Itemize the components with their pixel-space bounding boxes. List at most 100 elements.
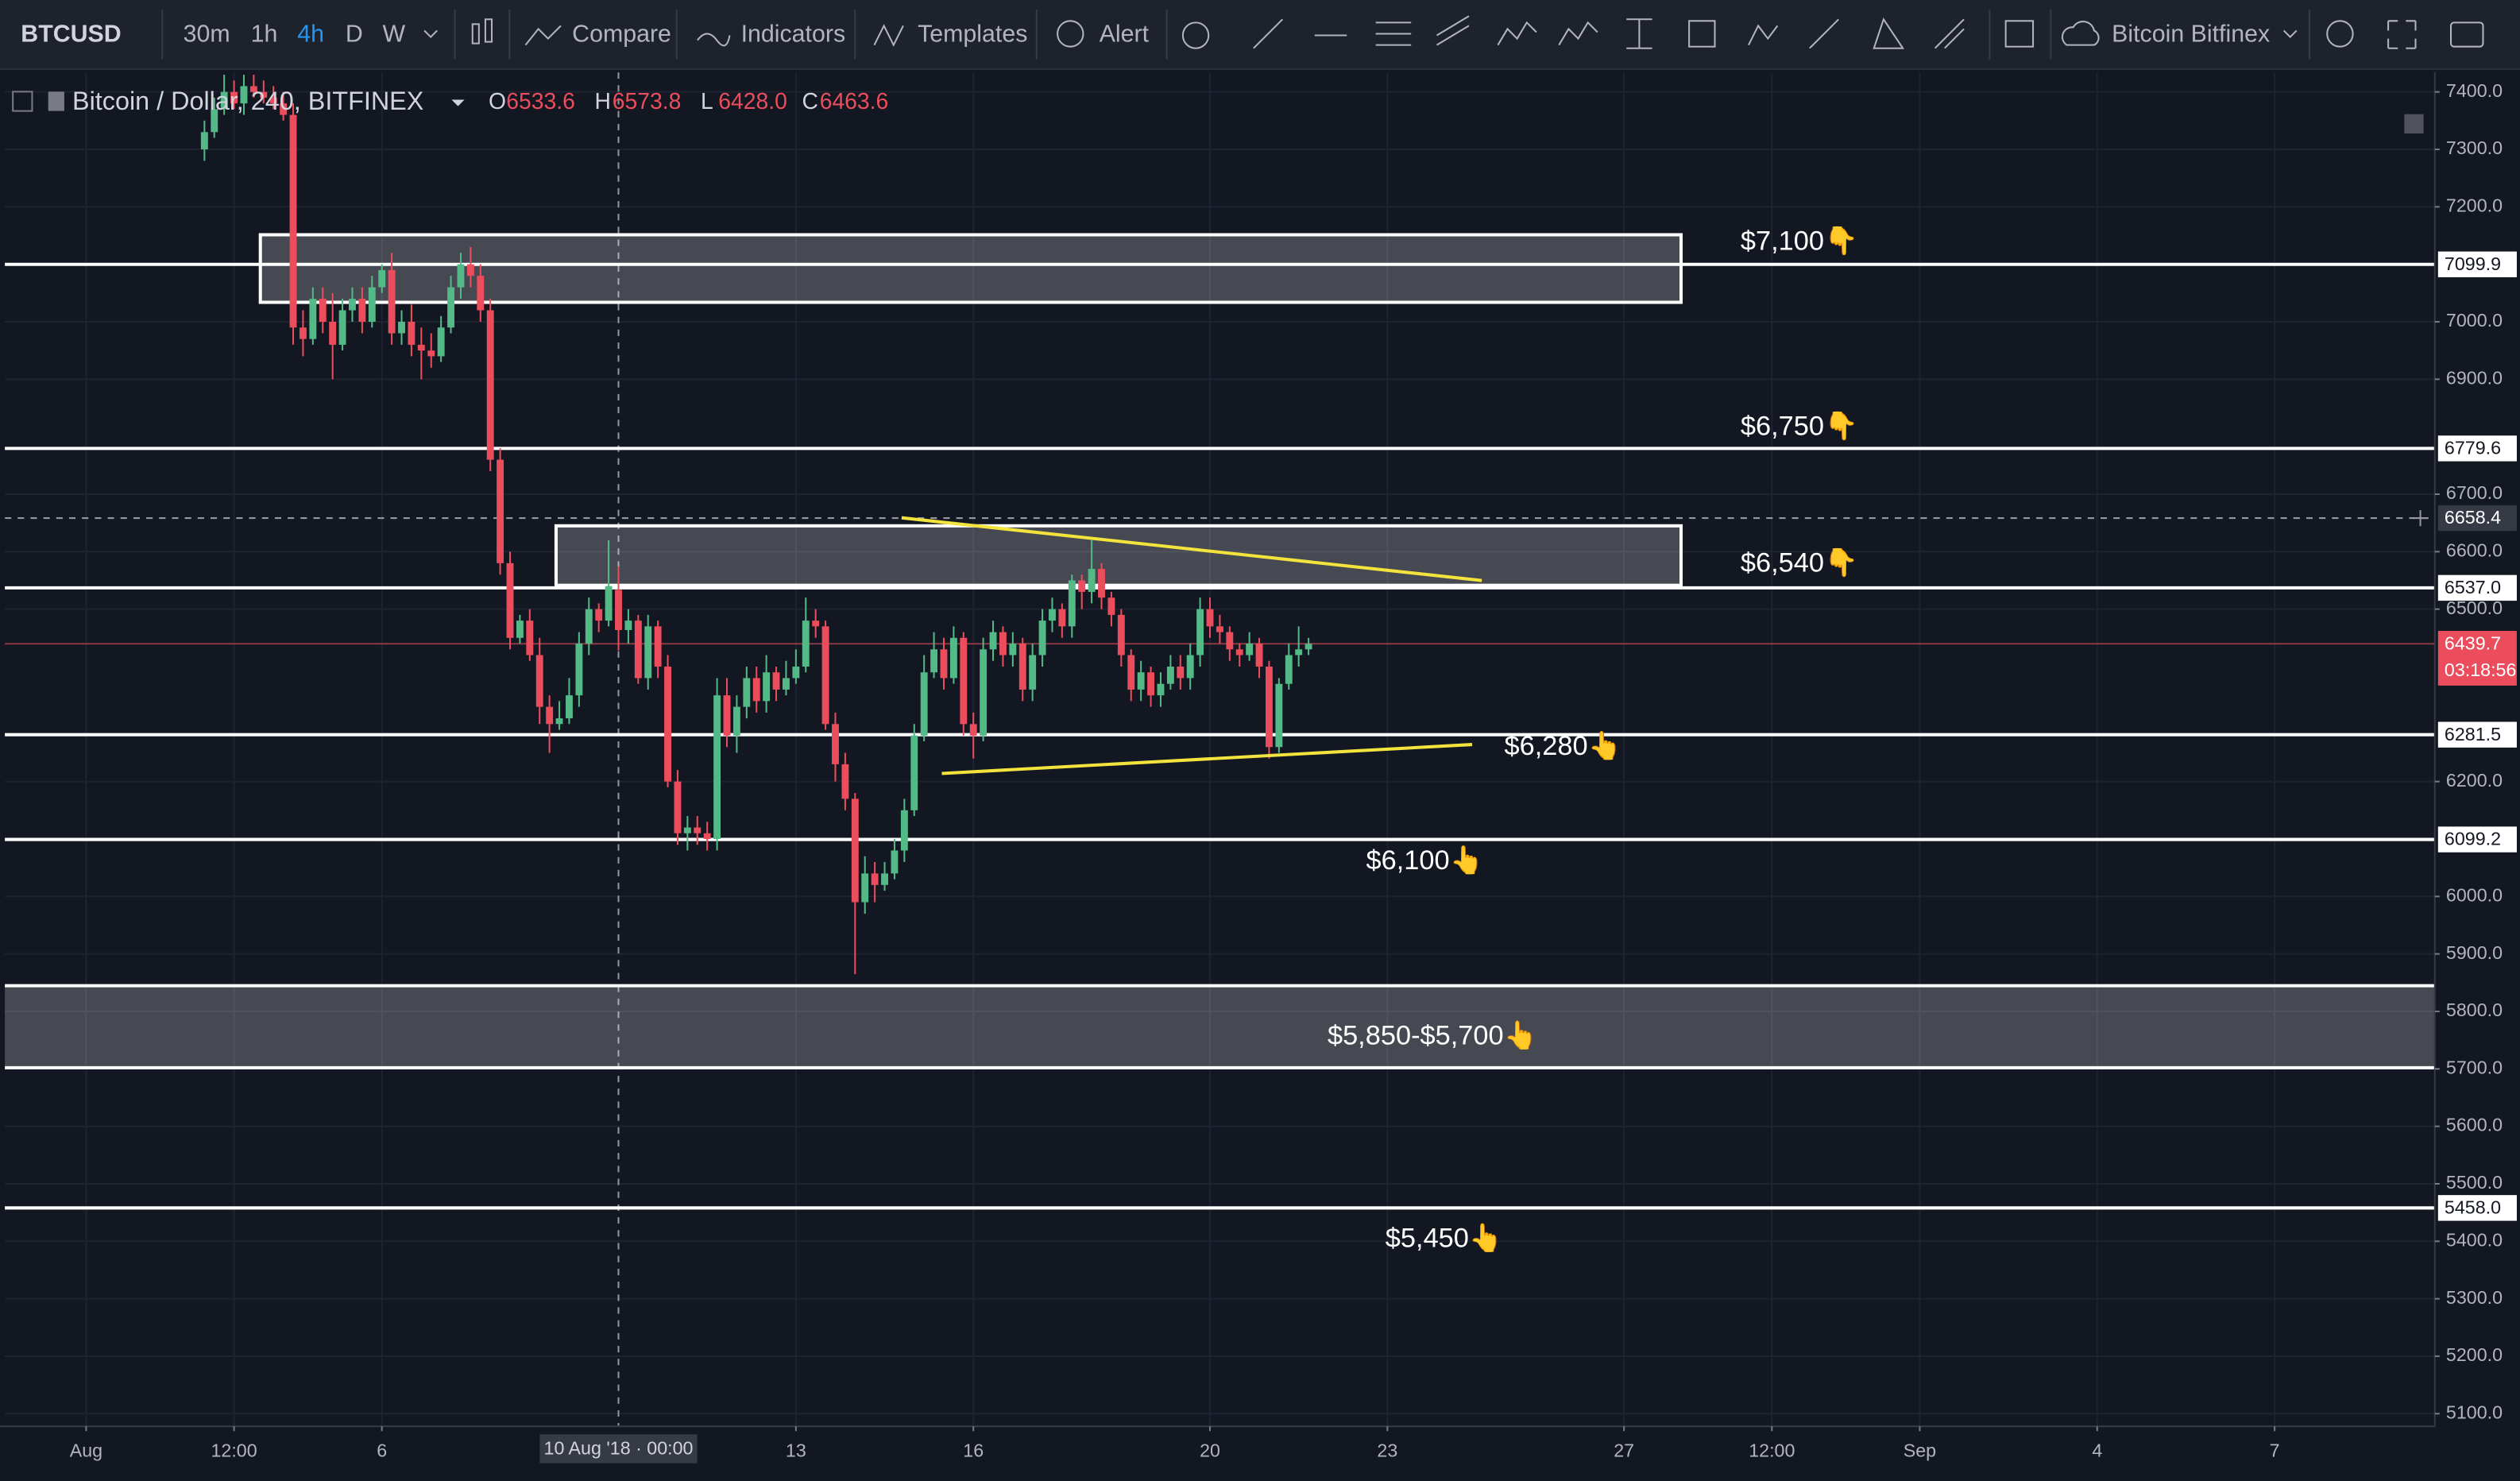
- x-tick-label: 23: [1377, 1440, 1397, 1461]
- scroll-icon[interactable]: [2404, 114, 2424, 133]
- y-tick-label: 7300.0: [2446, 137, 2503, 158]
- annotation: $6,750👇: [1741, 410, 1858, 442]
- candle-body: [772, 672, 780, 690]
- candle-body: [1196, 609, 1204, 655]
- candle-body: [575, 644, 583, 696]
- overlay: 7400.07300.07200.07000.06900.06700.06600…: [0, 72, 2520, 1481]
- y-tick-label: 5500.0: [2446, 1172, 2503, 1193]
- candle-body: [1206, 609, 1214, 627]
- candle-body: [427, 350, 435, 357]
- dropdown-icon[interactable]: [423, 29, 438, 38]
- symbol-button[interactable]: BTCUSD: [21, 21, 121, 48]
- candle-body: [309, 299, 317, 339]
- x-tick-label: 7: [2270, 1440, 2280, 1461]
- legend-key: O: [489, 89, 506, 114]
- candle-body: [1177, 666, 1185, 679]
- candle-body: [644, 626, 652, 679]
- candle-body: [1226, 632, 1234, 650]
- candle-body: [319, 299, 327, 322]
- candle-body: [260, 91, 268, 98]
- fullscreen-icon[interactable]: [2387, 20, 2417, 49]
- interval-button[interactable]: 30m: [184, 21, 230, 48]
- templates-button[interactable]: Templates: [918, 21, 1027, 48]
- candle-body: [546, 706, 554, 725]
- indicators-icon[interactable]: [697, 33, 731, 47]
- level-tag-label: 6099.2: [2445, 829, 2501, 849]
- interval-button[interactable]: W: [382, 21, 405, 48]
- crosshair-price-tag: [2437, 505, 2517, 532]
- legend-value: 6533.6: [506, 89, 575, 114]
- legend-value: 6573.8: [613, 89, 682, 114]
- x-tick-label: Sep: [1904, 1440, 1936, 1461]
- candle-body: [713, 695, 721, 839]
- snapshot-icon[interactable]: [2450, 21, 2484, 48]
- y-tick-label: 6700.0: [2446, 482, 2503, 503]
- candle-body: [1117, 614, 1125, 655]
- chart-style-icon[interactable]: [471, 18, 493, 44]
- candle-body: [368, 287, 376, 322]
- interval-button[interactable]: 4h: [297, 21, 324, 48]
- level-tag: [2437, 826, 2517, 853]
- candle-body: [566, 695, 573, 719]
- candle-body: [615, 590, 622, 630]
- y-tick-label: 5300.0: [2446, 1287, 2503, 1308]
- alert-button[interactable]: Alert: [1100, 21, 1150, 48]
- candle-body: [841, 764, 849, 799]
- candle-body: [1038, 621, 1046, 655]
- interval-button[interactable]: 1h: [251, 21, 278, 48]
- y-tick-label: 5100.0: [2446, 1402, 2503, 1422]
- level-tag: [2437, 574, 2517, 601]
- candle-body: [732, 706, 740, 736]
- candle-body: [861, 873, 869, 903]
- candle-body: [240, 86, 248, 104]
- candle-body: [1157, 683, 1165, 696]
- candle-body: [703, 833, 711, 839]
- level-tag: [2437, 435, 2517, 462]
- candle-body: [1166, 666, 1174, 684]
- candle-body: [358, 299, 366, 322]
- candle-body: [881, 873, 888, 885]
- toolbar: [0, 0, 2520, 70]
- candle-body: [1275, 683, 1283, 748]
- candle-body: [1186, 655, 1194, 679]
- crosshair-price-label: 6658.4: [2445, 507, 2501, 528]
- legend-title: Bitcoin / Dollar, 240, BITFINEX: [72, 87, 423, 115]
- candle-body: [477, 276, 485, 311]
- dropdown-icon[interactable]: [2282, 29, 2298, 38]
- candle-body: [999, 632, 1007, 655]
- candle-body: [792, 666, 800, 679]
- candle-body: [408, 321, 415, 345]
- templates-icon[interactable]: [873, 24, 904, 47]
- crosshair-plus: [2412, 509, 2429, 527]
- level-tag: [2437, 251, 2517, 277]
- exchange-button[interactable]: Bitcoin Bitfinex: [2112, 21, 2270, 48]
- x-tick-label: 13: [786, 1440, 806, 1461]
- candle-body: [891, 850, 899, 874]
- candle-body: [802, 621, 810, 667]
- x-tick-label: 6: [377, 1440, 387, 1461]
- drawing-tools[interactable]: [1253, 15, 2035, 49]
- collapse-icon[interactable]: [12, 91, 33, 112]
- y-tick-label: 5400.0: [2446, 1229, 2503, 1250]
- interval-button[interactable]: D: [346, 21, 363, 48]
- replay-icon[interactable]: [1181, 21, 1210, 49]
- x-tick-label: 12:00: [211, 1440, 257, 1461]
- y-tick-label: 7400.0: [2446, 80, 2503, 101]
- candle-body: [466, 264, 474, 276]
- level-tag-label: 5458.0: [2445, 1197, 2501, 1217]
- settings-icon[interactable]: [2326, 20, 2354, 48]
- legend-key: H: [594, 89, 610, 114]
- annotation: $7,100👇: [1741, 226, 1858, 257]
- compare-button[interactable]: Compare: [572, 21, 671, 48]
- candle-body: [949, 637, 957, 679]
- candle-body: [654, 626, 662, 667]
- candle-body: [1266, 666, 1273, 748]
- y-tick-label: 5800.0: [2446, 1000, 2503, 1020]
- cloud-icon[interactable]: [2061, 21, 2100, 46]
- candle-body: [249, 86, 257, 92]
- candle-body: [230, 91, 238, 104]
- alert-icon[interactable]: [1057, 20, 1084, 48]
- compare-icon[interactable]: [524, 25, 562, 46]
- indicators-button[interactable]: Indicators: [741, 21, 846, 48]
- dropdown-icon[interactable]: [451, 99, 465, 106]
